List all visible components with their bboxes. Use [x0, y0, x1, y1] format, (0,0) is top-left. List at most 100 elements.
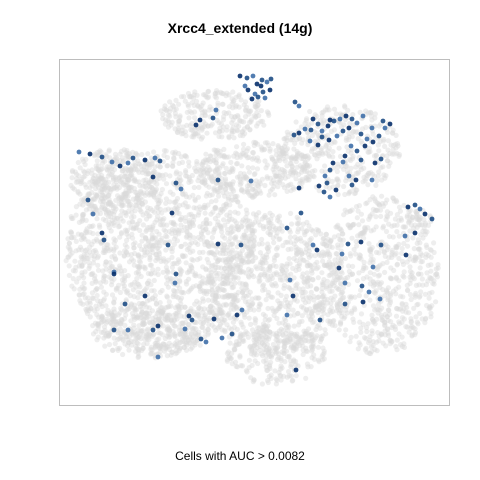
background-cell-point [170, 191, 176, 197]
background-cell-point [226, 325, 232, 331]
background-cell-point [169, 226, 175, 233]
background-cell-point [108, 246, 114, 252]
background-cell-point [216, 222, 223, 228]
background-cell-point [99, 301, 105, 307]
background-cell-point [412, 332, 418, 338]
background-cell-point [405, 310, 412, 316]
background-cell-point [251, 273, 257, 280]
background-cell-point [185, 289, 192, 295]
background-cell-point [154, 228, 160, 235]
background-cell-point [163, 181, 170, 187]
highlighted-cell-point [382, 125, 388, 131]
background-cell-point [140, 345, 146, 351]
background-cell-point [237, 203, 243, 209]
background-cell-point [123, 297, 129, 303]
background-cell-point [270, 341, 276, 348]
background-cell-point [111, 300, 117, 306]
background-cell-point [327, 284, 333, 290]
highlighted-cell-point [372, 160, 378, 166]
background-cell-point [250, 211, 257, 217]
background-cell-point [187, 221, 193, 227]
background-cell-point [193, 273, 199, 279]
background-cell-point [260, 311, 266, 317]
background-cell-point [163, 148, 169, 154]
highlighted-cell-point [197, 117, 203, 123]
background-cell-point [116, 196, 122, 202]
background-cell-point [178, 339, 184, 346]
background-cell-point [101, 324, 108, 330]
background-cell-point [194, 92, 200, 98]
background-cell-point [184, 334, 190, 340]
background-cell-point [204, 291, 210, 297]
background-cell-point [151, 288, 157, 294]
background-cell-point [247, 244, 253, 250]
background-cell-point [315, 275, 321, 281]
background-cell-point [89, 203, 95, 209]
background-cell-point [181, 224, 188, 230]
highlighted-cell-point [229, 331, 235, 337]
highlighted-cell-point [264, 79, 270, 85]
background-cell-point [109, 312, 115, 318]
background-cell-point [96, 323, 102, 329]
background-cell-point [356, 203, 362, 209]
background-cell-point [325, 262, 331, 269]
background-cell-point [208, 199, 215, 205]
background-cell-point [81, 291, 87, 297]
background-cell-point [186, 174, 192, 180]
background-cell-point [192, 196, 198, 202]
background-cell-point [342, 332, 348, 338]
background-cell-point [404, 282, 410, 288]
background-cell-point [133, 332, 139, 338]
background-cell-point [111, 222, 117, 228]
background-cell-point [162, 207, 168, 213]
background-cell-point [231, 296, 237, 302]
background-cell-point [145, 270, 151, 277]
background-cell-point [354, 243, 360, 249]
background-cell-point [125, 156, 131, 162]
highlighted-cell-point [302, 126, 308, 132]
background-cell-point [82, 285, 88, 292]
background-cell-point [83, 217, 89, 223]
background-cell-point [97, 210, 103, 217]
background-cell-point [328, 128, 334, 134]
background-cell-point [206, 250, 212, 256]
background-cell-point [240, 281, 246, 287]
background-cell-point [169, 320, 175, 326]
background-cell-point [213, 299, 219, 306]
background-cell-point [320, 345, 326, 351]
background-cell-point [196, 300, 203, 306]
background-cell-point [95, 267, 102, 273]
background-cell-point [239, 219, 245, 225]
background-cell-point [177, 297, 183, 303]
background-cell-point [144, 328, 151, 334]
background-cell-point [141, 177, 147, 183]
background-cell-point [226, 104, 232, 110]
background-cell-point [344, 209, 350, 215]
background-cell-point [198, 306, 204, 312]
highlighted-cell-point [267, 87, 273, 93]
background-cell-point [330, 297, 336, 303]
background-cell-point [249, 156, 255, 162]
background-cell-point [143, 168, 149, 174]
background-cell-point [228, 183, 234, 189]
highlighted-cell-point [370, 139, 376, 145]
background-cell-point [343, 327, 349, 333]
background-cell-point [189, 268, 195, 275]
background-cell-point [125, 290, 131, 296]
background-cell-point [207, 221, 213, 227]
highlighted-cell-point [336, 265, 342, 271]
background-cell-point [186, 220, 192, 226]
background-cell-point [148, 262, 154, 268]
background-cell-point [311, 352, 317, 358]
background-cell-point [346, 130, 352, 136]
background-cell-point [278, 377, 284, 383]
background-cell-point [101, 273, 107, 279]
background-cell-point [228, 185, 234, 191]
background-cell-point [197, 171, 203, 177]
background-cell-point [193, 205, 199, 211]
background-cell-point [124, 334, 130, 340]
highlighted-cell-point [142, 157, 148, 163]
background-cell-point [78, 300, 84, 306]
background-cell-point [160, 309, 166, 315]
background-cell-point [267, 210, 273, 216]
